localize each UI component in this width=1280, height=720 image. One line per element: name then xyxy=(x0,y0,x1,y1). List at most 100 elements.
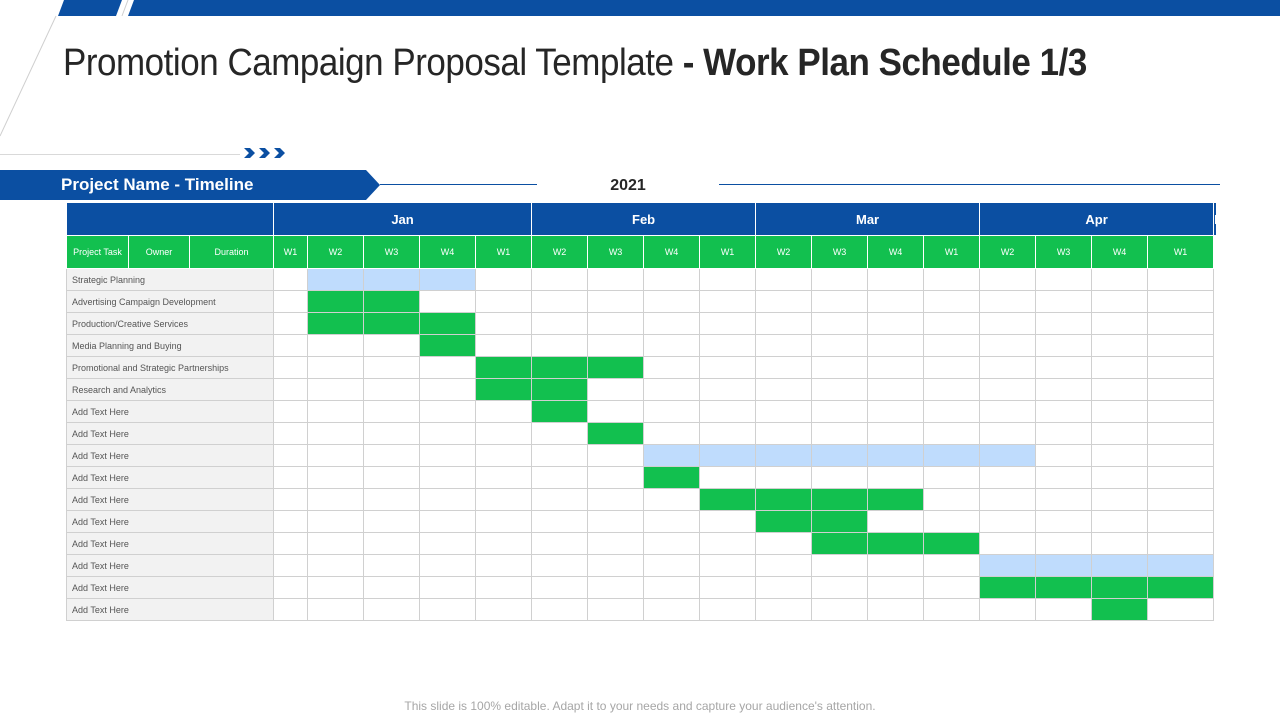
timeline-cell xyxy=(475,334,533,357)
task-row: Advertising Campaign Development xyxy=(65,290,1217,313)
timeline-cell xyxy=(1091,510,1149,533)
timeline-cell xyxy=(979,356,1037,379)
timeline-cell xyxy=(307,444,365,467)
timeline-cell xyxy=(363,576,421,599)
timeline-cell xyxy=(273,576,309,599)
timeline-cell xyxy=(1035,378,1093,401)
timeline-cell xyxy=(755,334,813,357)
timeline-cell xyxy=(1147,378,1215,401)
timeline-cell xyxy=(811,576,869,599)
timeline-cell xyxy=(811,422,869,445)
timeline-cell xyxy=(811,598,869,621)
timeline-cell xyxy=(475,466,533,489)
timeline-cell xyxy=(867,334,925,357)
gantt-bar-segment xyxy=(475,378,533,401)
timeline-cell xyxy=(587,510,645,533)
timeline-cell xyxy=(273,268,309,291)
timeline-cell xyxy=(1091,268,1149,291)
gantt-bar-segment xyxy=(1147,554,1215,577)
timeline-cell xyxy=(755,356,813,379)
timeline-cell xyxy=(979,466,1037,489)
timeline-cell xyxy=(531,422,589,445)
timeline-cell xyxy=(1147,400,1215,423)
task-name: Add Text Here xyxy=(65,400,275,423)
timeline-cell xyxy=(531,510,589,533)
timeline-cell xyxy=(755,312,813,335)
timeline-cell xyxy=(867,268,925,291)
timeline-cell xyxy=(1035,466,1093,489)
timeline-cell xyxy=(363,532,421,555)
timeline-cell xyxy=(419,598,477,621)
timeline-cell xyxy=(979,400,1037,423)
timeline-cell xyxy=(1091,532,1149,555)
chevron-arrows-icon xyxy=(244,148,285,158)
timeline-cell xyxy=(419,532,477,555)
week-header: W3 xyxy=(1035,235,1093,269)
timeline-cell xyxy=(755,422,813,445)
timeline-cell xyxy=(419,444,477,467)
week-header: W1 xyxy=(273,235,309,269)
timeline-cell xyxy=(1147,488,1215,511)
timeline-cell xyxy=(273,510,309,533)
timeline-cell xyxy=(643,598,701,621)
timeline-cell xyxy=(531,268,589,291)
timeline-cell xyxy=(755,466,813,489)
timeline-cell xyxy=(531,598,589,621)
timeline-cell xyxy=(923,576,981,599)
task-name: Add Text Here xyxy=(65,488,275,511)
page-title-bold: - Work Plan Schedule 1/3 xyxy=(682,42,1088,84)
header-owner: Owner xyxy=(128,235,190,269)
gantt-bar-segment xyxy=(979,576,1037,599)
gantt-bar-segment xyxy=(531,356,589,379)
timeline-cell xyxy=(699,466,757,489)
gantt-bar-segment xyxy=(587,422,645,445)
timeline-cell xyxy=(1147,422,1215,445)
timeline-cell xyxy=(643,268,701,291)
task-row: Add Text Here xyxy=(65,488,1217,511)
timeline-cell xyxy=(273,422,309,445)
timeline-cell xyxy=(307,488,365,511)
gantt-bar-segment xyxy=(307,268,365,291)
timeline-cell xyxy=(923,598,981,621)
month-header: Mar xyxy=(755,202,981,236)
gantt-bar-segment xyxy=(363,268,421,291)
timeline-cell xyxy=(475,422,533,445)
timeline-cell xyxy=(1147,444,1215,467)
timeline-cell xyxy=(923,378,981,401)
timeline-cell xyxy=(923,510,981,533)
week-header: W2 xyxy=(979,235,1037,269)
timeline-cell xyxy=(923,466,981,489)
timeline-cell xyxy=(475,290,533,313)
timeline-cell xyxy=(867,356,925,379)
gantt-bar-segment xyxy=(979,444,1037,467)
task-row: Add Text Here xyxy=(65,598,1217,621)
timeline-cell xyxy=(1035,334,1093,357)
timeline-cell xyxy=(587,532,645,555)
timeline-cell xyxy=(475,532,533,555)
timeline-cell xyxy=(979,268,1037,291)
task-name: Promotional and Strategic Partnerships xyxy=(65,356,275,379)
timeline-cell xyxy=(419,554,477,577)
timeline-cell xyxy=(363,510,421,533)
timeline-cell xyxy=(475,510,533,533)
timeline-cell xyxy=(699,532,757,555)
year-label: 2021 xyxy=(610,177,646,194)
timeline-cell xyxy=(307,576,365,599)
timeline-cell xyxy=(419,510,477,533)
timeline-cell xyxy=(307,400,365,423)
task-row: Add Text Here xyxy=(65,466,1217,489)
year-rule-left xyxy=(380,184,537,185)
timeline-cell xyxy=(755,554,813,577)
gantt-bar-segment xyxy=(755,488,813,511)
timeline-cell xyxy=(475,488,533,511)
timeline-cell xyxy=(699,422,757,445)
task-name: Add Text Here xyxy=(65,532,275,555)
gantt-bar-segment xyxy=(587,356,645,379)
timeline-cell xyxy=(699,312,757,335)
top-accent-bar xyxy=(58,0,1280,16)
timeline-cell xyxy=(475,268,533,291)
timeline-cell xyxy=(643,488,701,511)
timeline-cell xyxy=(923,356,981,379)
week-header: W1 xyxy=(475,235,533,269)
timeline-cell xyxy=(867,400,925,423)
